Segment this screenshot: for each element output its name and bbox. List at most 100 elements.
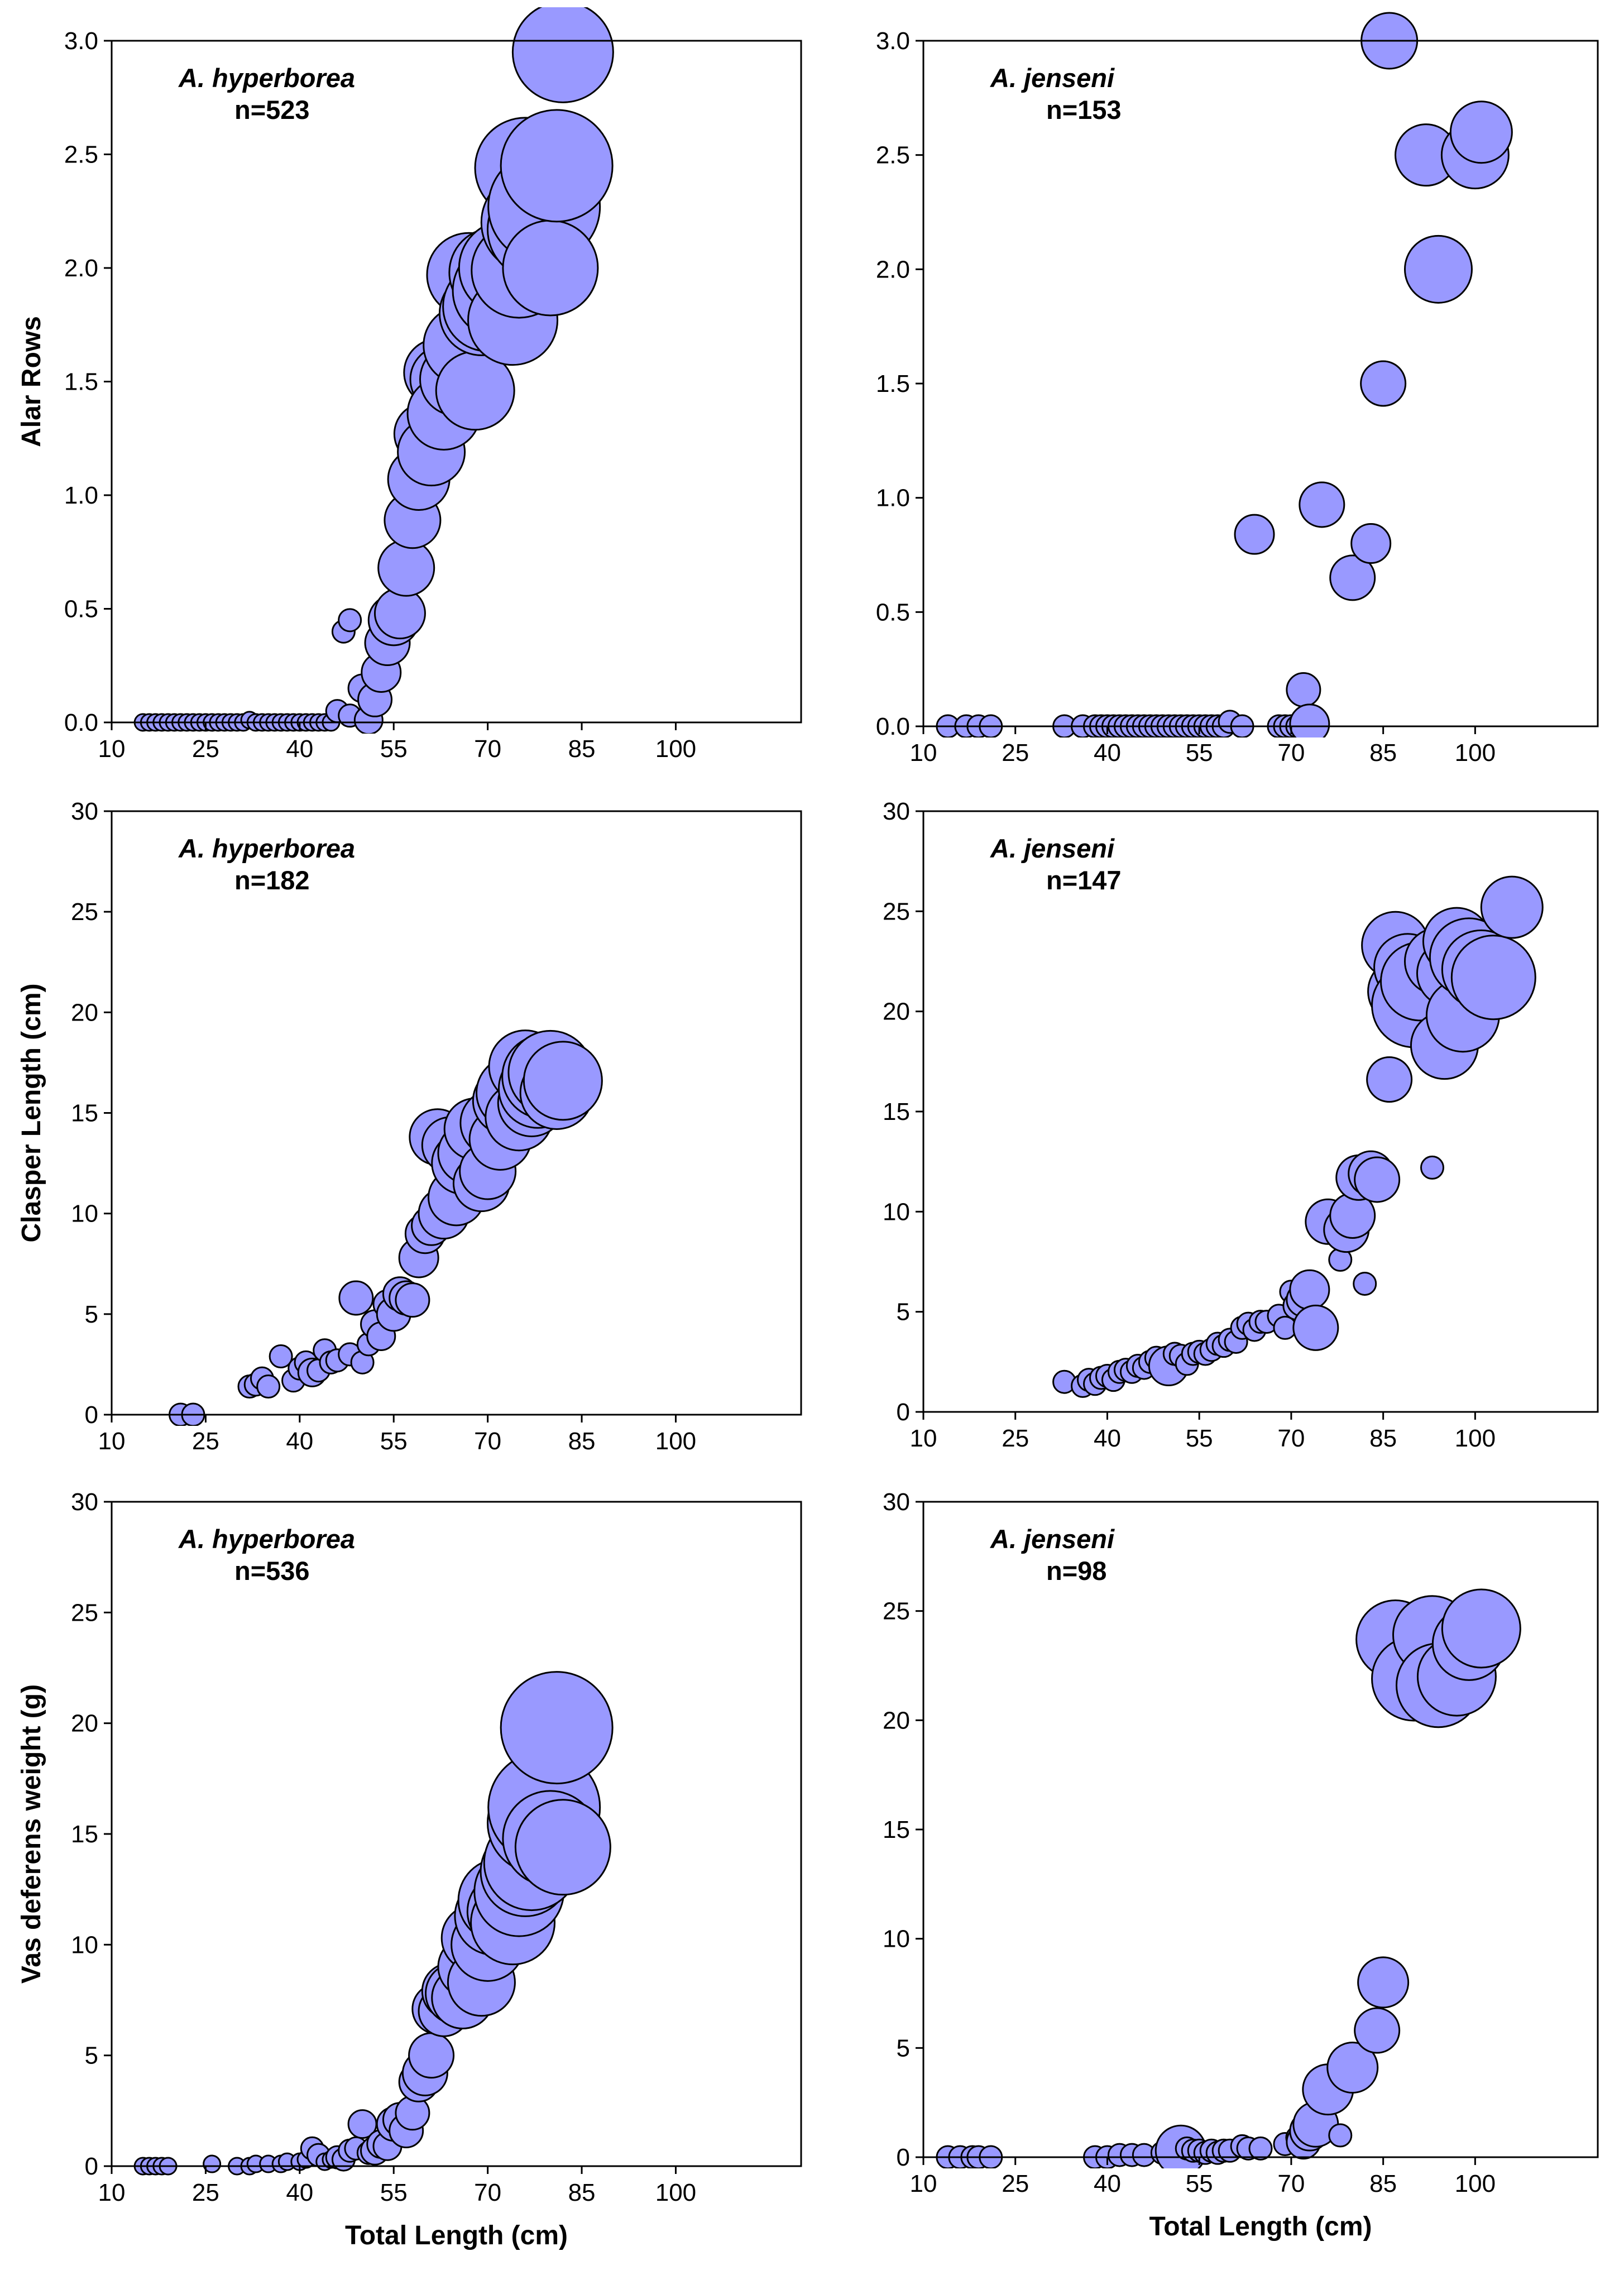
y-tick-label: 30 <box>883 798 910 825</box>
y-tick-label: 15 <box>71 1821 98 1848</box>
data-point <box>1354 2007 1401 2054</box>
y-tick-label: 25 <box>71 898 98 926</box>
data-point <box>338 608 362 633</box>
data-point <box>1449 100 1513 164</box>
data-point <box>1366 1056 1413 1103</box>
y-tick-label: 20 <box>883 1707 910 1734</box>
data-point <box>1350 523 1392 564</box>
y-tick-label: 5 <box>897 2034 910 2062</box>
y-tick-label: 15 <box>71 1100 98 1127</box>
x-tick-label: 10 <box>98 2179 126 2206</box>
data-point <box>1326 2042 1379 2094</box>
x-tick-label: 100 <box>655 1428 696 1455</box>
y-tick-label: 0 <box>85 1401 98 1429</box>
x-tick-label: 25 <box>1002 2170 1029 2197</box>
x-tick-label: 10 <box>910 1425 937 1452</box>
y-tick-label: 10 <box>71 1200 98 1228</box>
y-axis-title: Alar Rows <box>17 316 46 447</box>
x-tick-label: 100 <box>655 2179 696 2206</box>
y-tick-label: 15 <box>883 1098 910 1125</box>
x-tick-label: 40 <box>286 1428 313 1455</box>
data-point <box>377 539 435 597</box>
data-point <box>511 7 614 103</box>
data-point <box>1234 514 1275 555</box>
chart-hyp-clasper: 10 25 40 55 70 85 100 0 5 10 15 20 25 30 A. hyperborea… <box>17 798 802 1455</box>
bubble-series <box>1052 875 1544 1398</box>
data-point <box>1354 1156 1401 1203</box>
y-tick-label: 25 <box>883 898 910 925</box>
y-tick-label: 20 <box>71 1710 98 1737</box>
x-tick-label: 10 <box>910 739 937 767</box>
species-label: A. hyperborea <box>178 63 355 93</box>
data-point <box>1248 2136 1273 2161</box>
x-tick-label: 55 <box>380 735 408 763</box>
x-axis-title: Total Length (cm) <box>345 2221 568 2250</box>
species-label: A. jenseni <box>990 1524 1115 1554</box>
data-point <box>1353 1271 1377 1296</box>
plot-area <box>111 1501 802 2167</box>
data-point <box>203 2154 222 2173</box>
y-tick-label: 0.0 <box>876 713 910 740</box>
data-point <box>1329 554 1376 601</box>
y-tick-label: 1.5 <box>64 368 98 396</box>
x-tick-label: 55 <box>1186 739 1213 767</box>
species-label: A. jenseni <box>990 63 1115 93</box>
x-tick-label: 85 <box>1369 2170 1397 2197</box>
y-tick-label: 25 <box>71 1599 98 1626</box>
data-point <box>1450 935 1536 1021</box>
x-tick-label: 85 <box>1369 739 1397 767</box>
bubble-series <box>169 1029 603 1426</box>
sample-size-label: n=182 <box>234 865 310 895</box>
data-point <box>500 109 614 223</box>
x-tick-label: 40 <box>1094 739 1121 767</box>
y-tick-label: 0.0 <box>64 709 98 736</box>
x-tick-label: 100 <box>1455 1425 1496 1452</box>
data-point <box>1403 234 1473 304</box>
y-tick-label: 30 <box>71 1488 98 1516</box>
y-tick-label: 15 <box>883 1816 910 1843</box>
chart-jen-alar: 10 25 40 55 70 85 100 0.0 0.5 1.0 1.5 2.0 2.5 3.0 A. j… <box>876 12 1599 767</box>
chart-jen-vas: 10 25 40 55 70 85 100 0 5 10 15 20 25 30 A. jensenin=9… <box>883 1488 1599 2242</box>
x-tick-label: 85 <box>568 735 596 763</box>
data-point <box>502 219 599 317</box>
y-tick-label: 2.0 <box>876 256 910 283</box>
species-label: A. hyperborea <box>178 1524 355 1554</box>
data-point <box>1360 360 1407 407</box>
y-axis-title: Clasper Length (cm) <box>17 983 46 1242</box>
bubble-series <box>133 7 614 734</box>
y-tick-label: 10 <box>883 1926 910 1953</box>
sample-size-label: n=523 <box>234 95 310 124</box>
x-tick-label: 70 <box>1277 2170 1305 2197</box>
species-label: A. hyperborea <box>178 834 355 863</box>
x-tick-label: 55 <box>1186 1425 1213 1452</box>
y-tick-label: 2.5 <box>64 141 98 169</box>
x-axis-title: Total Length (cm) <box>1149 2212 1372 2242</box>
data-point <box>500 1671 614 1785</box>
y-tick-label: 0 <box>897 1398 910 1426</box>
x-tick-label: 40 <box>1094 2170 1121 2197</box>
y-tick-label: 2.0 <box>64 255 98 282</box>
sample-size-label: n=153 <box>1046 95 1122 124</box>
x-tick-label: 70 <box>1277 739 1305 767</box>
data-point <box>256 1374 281 1399</box>
y-tick-label: 10 <box>71 1931 98 1958</box>
y-tick-label: 10 <box>883 1198 910 1225</box>
y-tick-label: 0.5 <box>876 598 910 626</box>
x-tick-label: 55 <box>380 1428 408 1455</box>
y-tick-label: 30 <box>883 1488 910 1516</box>
y-tick-label: 1.0 <box>876 485 910 512</box>
x-tick-label: 70 <box>474 2179 501 2206</box>
x-tick-label: 25 <box>192 1428 219 1455</box>
x-tick-label: 100 <box>1455 2170 1496 2197</box>
y-tick-label: 0.5 <box>64 596 98 623</box>
x-tick-label: 10 <box>910 2170 937 2197</box>
x-tick-label: 25 <box>192 735 219 763</box>
data-point <box>1299 481 1345 528</box>
data-point <box>1289 1269 1330 1310</box>
x-tick-label: 25 <box>1002 1425 1029 1452</box>
data-point <box>395 1282 430 1318</box>
x-tick-label: 70 <box>1277 1425 1305 1452</box>
chart-hyp-vas: 10 25 40 55 70 85 100 0 5 10 15 20 25 30 A. hyperborea… <box>17 1488 802 2250</box>
data-point <box>1441 1588 1521 1669</box>
data-point <box>1292 1304 1339 1351</box>
